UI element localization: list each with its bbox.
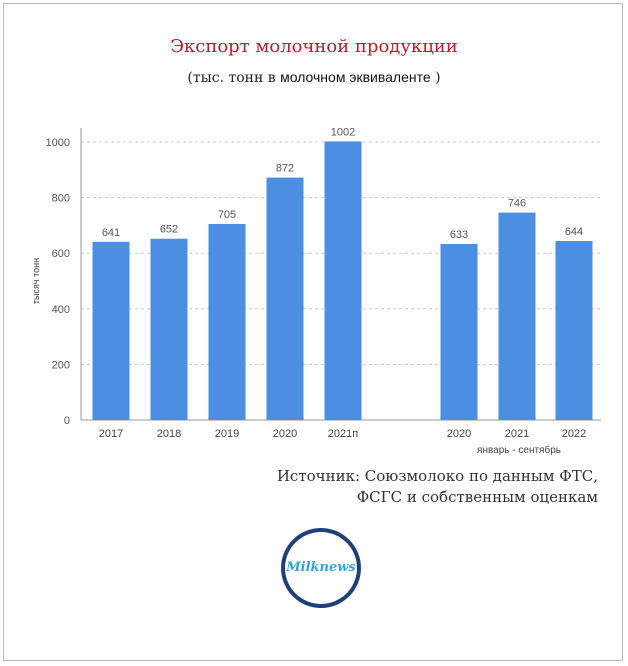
bar: [150, 238, 188, 420]
bar: [440, 244, 478, 420]
subtitle-prefix: (тыс. тонн в: [187, 70, 281, 86]
x-tick-label: 2021п: [328, 428, 358, 440]
bar-chart: 0 200 400 600 800 1000 тысяч тонн 641 2017 652 201…: [31, 126, 601, 456]
x-tick-label: 2022: [562, 428, 586, 440]
x-tick-label: 2018: [157, 428, 181, 440]
y-axis-label: тысяч тонн: [31, 258, 41, 304]
subtitle-emphasis: молочном эквиваленте: [280, 69, 431, 85]
data-label: 641: [102, 227, 120, 239]
bar: [324, 141, 362, 420]
logo-text: Milknews: [286, 560, 356, 575]
data-label: 705: [218, 209, 236, 221]
x-group-label: январь - сентябрь: [477, 444, 561, 456]
data-label: 872: [276, 163, 294, 175]
bar: [498, 212, 536, 420]
chart-title: Экспорт молочной продукции: [170, 36, 458, 57]
data-label: 633: [450, 229, 468, 241]
y-tick-label: 600: [52, 248, 70, 260]
bar: [555, 240, 593, 420]
source-line-2: ФСГС и собственным оценкам: [356, 488, 598, 506]
bar: [266, 177, 304, 420]
data-label: 652: [160, 224, 178, 236]
data-label: 1002: [331, 126, 355, 138]
x-tick-label: 2017: [99, 428, 123, 440]
bar: [208, 224, 246, 420]
chart-subtitle: (тыс. тонн в молочном эквиваленте ): [0, 69, 628, 86]
x-tick-label: 2021: [505, 428, 529, 440]
subtitle-suffix: ): [430, 70, 441, 86]
x-tick-label: 2020: [273, 428, 297, 440]
y-tick-label: 400: [52, 304, 70, 316]
data-label: 746: [508, 198, 526, 210]
y-tick-label: 0: [64, 415, 70, 427]
bar: [92, 241, 130, 420]
x-tick-label: 2019: [215, 428, 239, 440]
y-tick-label: 800: [52, 193, 70, 205]
y-tick-label: 200: [52, 359, 70, 371]
data-label: 644: [565, 226, 583, 238]
milknews-logo: Milknews: [281, 528, 361, 608]
source-line-1: Источник: Союзмолоко по данным ФТС,: [276, 467, 598, 485]
source-note: Источник: Союзмолоко по данным ФТС, ФСГС…: [277, 466, 598, 508]
x-tick-label: 2020: [447, 428, 471, 440]
logo-inner-circle: Milknews: [285, 532, 357, 604]
y-tick-label: 1000: [46, 137, 70, 149]
